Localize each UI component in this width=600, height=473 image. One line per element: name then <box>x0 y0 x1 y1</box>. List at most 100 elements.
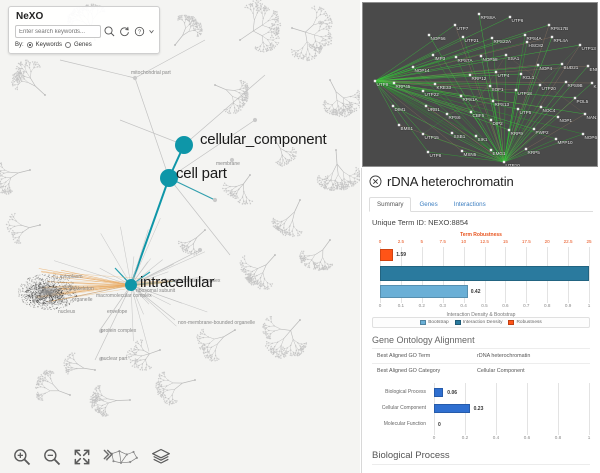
biological-process-divider <box>372 464 590 465</box>
search-panel[interactable]: NeXO ? By: <box>8 6 160 54</box>
chart1-top-axis: 0 2.5 5 7.5 10 12.5 15 17.5 20 22.5 25 <box>372 239 592 247</box>
chart2-gridline <box>558 383 559 435</box>
chart2-bar-value: 0.06 <box>447 390 458 396</box>
go-alignment-chart: Biological Process 0.06 Cellular Component… <box>372 383 590 445</box>
biological-process-section-title: Biological Process <box>372 450 450 461</box>
chart2-gridline <box>589 383 590 435</box>
radio-keywords-label: Keywords <box>35 42 63 48</box>
legend-swatch-bootstrap <box>420 320 427 325</box>
chart1-bottom-tick: 0.1 <box>397 303 405 308</box>
radio-keywords[interactable] <box>26 42 33 48</box>
chart1-bottom-tick: 0.5 <box>481 303 488 308</box>
chart1-bar-value: 1.59 <box>396 252 407 258</box>
chart1-top-tick: 7.5 <box>439 239 446 244</box>
chart1-top-tick: 2.5 <box>397 239 405 244</box>
search-row: ? <box>15 25 155 38</box>
tree-hub-label[interactable]: cell part <box>176 165 227 182</box>
search-icon[interactable] <box>103 25 116 38</box>
legend-label-bootstrap: Bootstrap <box>428 320 449 325</box>
zoom-in-icon[interactable] <box>12 447 32 467</box>
tree-hub-node <box>125 279 137 291</box>
page-title: rDNA heterochromatin <box>387 174 514 189</box>
chart1-bar-robustness <box>380 249 394 261</box>
chart2-x-tick: 0.8 <box>554 435 562 440</box>
chart1-bottom-tick: 1 <box>587 303 591 308</box>
go-row-category: Best Aligned GO Category Cellular Compon… <box>372 363 590 378</box>
radio-genes[interactable] <box>65 42 72 48</box>
chart2-plot-area: Biological Process 0.06 Cellular Component… <box>372 383 590 435</box>
app-title: NeXO <box>16 11 44 22</box>
chart1-bottom-tick: 0.7 <box>523 303 530 308</box>
chart2-bar <box>434 404 470 413</box>
go-alignment-section-title: Gene Ontology Alignment <box>372 335 475 345</box>
tree-hub-node <box>160 169 178 187</box>
chart2-gridline <box>527 383 528 435</box>
chart1-plot-area: 1.59 0.42 <box>372 247 590 303</box>
tab-interactions[interactable]: Interactions <box>453 201 486 208</box>
chart2-category-label: Molecular Function <box>383 421 426 427</box>
chart1-top-tick: 17.5 <box>521 239 531 244</box>
tab-genes[interactable]: Genes <box>419 201 438 208</box>
chart2-bar <box>434 388 444 397</box>
chart1-top-tick: 20 <box>544 239 550 244</box>
tree-hub-label[interactable]: intracellular <box>140 274 215 291</box>
ontology-tree-graph <box>0 0 360 417</box>
chart2-x-tick: 0.6 <box>523 435 531 440</box>
close-icon[interactable] <box>369 175 382 188</box>
chart1-top-tick: 25 <box>586 239 592 244</box>
chart1-bottom-tick: 0 <box>378 303 382 308</box>
network-overview-icon[interactable] <box>102 447 140 467</box>
chart1-bottom-tick: 0.9 <box>564 303 572 308</box>
chart1-top-tick: 12.5 <box>480 239 489 244</box>
chart2-x-tick: 0 <box>432 435 436 440</box>
refresh-icon[interactable] <box>118 25 131 38</box>
zoom-out-icon[interactable] <box>42 447 62 467</box>
chart2-bar-value: 0 <box>438 422 441 428</box>
legend-item-interaction-density[interactable]: Interaction Density <box>454 320 503 325</box>
chart1-bar-value: 0.42 <box>470 288 481 295</box>
chart2-x-tick: 1 <box>587 435 591 440</box>
gene-interaction-network[interactable]: UTP9 RPS8A UTP6 UTP7 RPS17B NOP56 UTP21 RPS22A R… <box>362 2 598 167</box>
chart1-bottom-tick: 0.3 <box>439 303 446 308</box>
layers-icon[interactable] <box>150 447 172 467</box>
legend-swatch-interaction-density <box>454 320 461 325</box>
legend-label-robustness: Robustness <box>516 320 542 325</box>
chart1-legend: Bootstrap Interaction Density Robustness <box>372 317 590 328</box>
tab-summary[interactable]: Summary <box>369 197 412 212</box>
fit-to-screen-icon[interactable] <box>72 447 92 467</box>
go-key-category: Best Aligned GO Category <box>377 368 441 374</box>
chart1-bottom-tick: 0.6 <box>502 303 509 308</box>
search-by-label: By: <box>15 42 24 48</box>
term-robustness-chart: Term Robustness 0 2.5 5 7.5 10 12.5 15 17.5 20 22… <box>372 231 592 318</box>
tree-hub-label[interactable]: cellular_component <box>200 131 327 148</box>
unique-term-id: Unique Term ID: NEXO:8854 <box>372 218 469 227</box>
legend-label-interaction-density: Interaction Density <box>462 320 503 325</box>
chevron-down-icon[interactable] <box>148 25 155 38</box>
chart1-title: Term Robustness <box>460 232 502 238</box>
go-value-term: rDNA heterochromatin <box>477 353 531 359</box>
gene-network-graph <box>373 12 594 164</box>
legend-item-bootstrap[interactable]: Bootstrap <box>420 320 449 325</box>
ontology-tree-view[interactable]: mitochondrial part membrane protein comple… <box>0 0 360 473</box>
go-row-term: Best Aligned GO Term rDNA heterochromati… <box>372 348 590 363</box>
chart1-bar-bootstrap <box>380 285 468 298</box>
radio-genes-label: Genes <box>74 42 92 48</box>
help-icon[interactable]: ? <box>133 25 146 38</box>
chart1-xlabel: Interaction Density & Bootstrap <box>446 312 516 318</box>
term-detail-panel: rDNA heterochromatin Summary Genes Inter… <box>361 168 600 473</box>
search-input[interactable] <box>15 25 101 38</box>
search-by-row: By: Keywords Genes <box>15 42 153 48</box>
legend-swatch-robustness <box>508 320 515 325</box>
chart2-x-tick: 0.2 <box>461 435 469 440</box>
chart1-bottom-tick: 0.4 <box>460 303 467 308</box>
chart1-gridline <box>589 247 590 303</box>
detail-header: rDNA heterochromatin <box>362 168 600 191</box>
legend-item-robustness[interactable]: Robustness <box>508 320 542 325</box>
chart1-bar-interaction-density <box>380 266 589 281</box>
chart1-bottom-tick: 0.8 <box>543 303 551 308</box>
chart1-top-tick: 15 <box>502 239 508 244</box>
tree-hub-node <box>175 136 193 154</box>
detail-tabs: Summary Genes Interactions <box>369 196 593 212</box>
chart1-top-tick: 5 <box>420 239 424 244</box>
chart2-category-label: Biological Process <box>385 389 426 395</box>
